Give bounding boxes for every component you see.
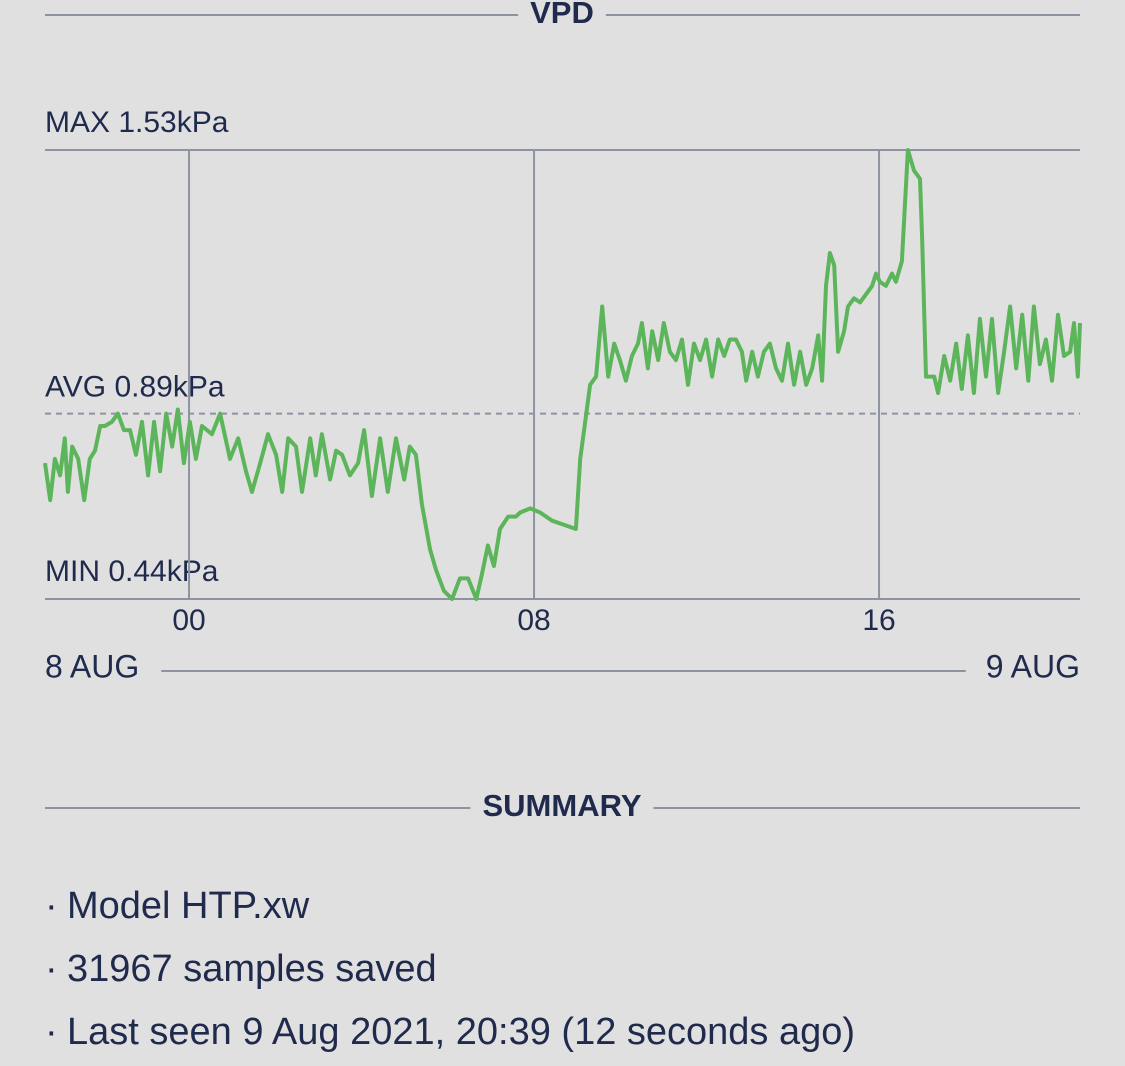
x-tick-label: 08 xyxy=(517,604,550,637)
y-tick-label: MAX 1.53kPa xyxy=(45,106,229,139)
y-tick-label: MIN 0.44kPa xyxy=(45,555,219,588)
x-tick-label: 16 xyxy=(862,604,895,637)
x-tick-label: 00 xyxy=(172,604,205,637)
summary-item: 31967 samples saved xyxy=(67,948,437,990)
bullet: · xyxy=(45,948,58,990)
bullet: · xyxy=(45,1011,58,1053)
date-label: 9 AUG xyxy=(986,648,1080,684)
summary-item: Last seen 9 Aug 2021, 20:39 (12 seconds … xyxy=(67,1011,855,1053)
bullet: · xyxy=(45,885,58,927)
summary-item: Model HTP.xw xyxy=(67,885,310,927)
date-label: 8 AUG xyxy=(45,648,139,684)
section-title: SUMMARY xyxy=(482,788,641,823)
data-line xyxy=(43,148,1082,601)
section-title: VPD xyxy=(530,0,594,30)
average-label: AVG 0.89kPa xyxy=(45,371,225,404)
